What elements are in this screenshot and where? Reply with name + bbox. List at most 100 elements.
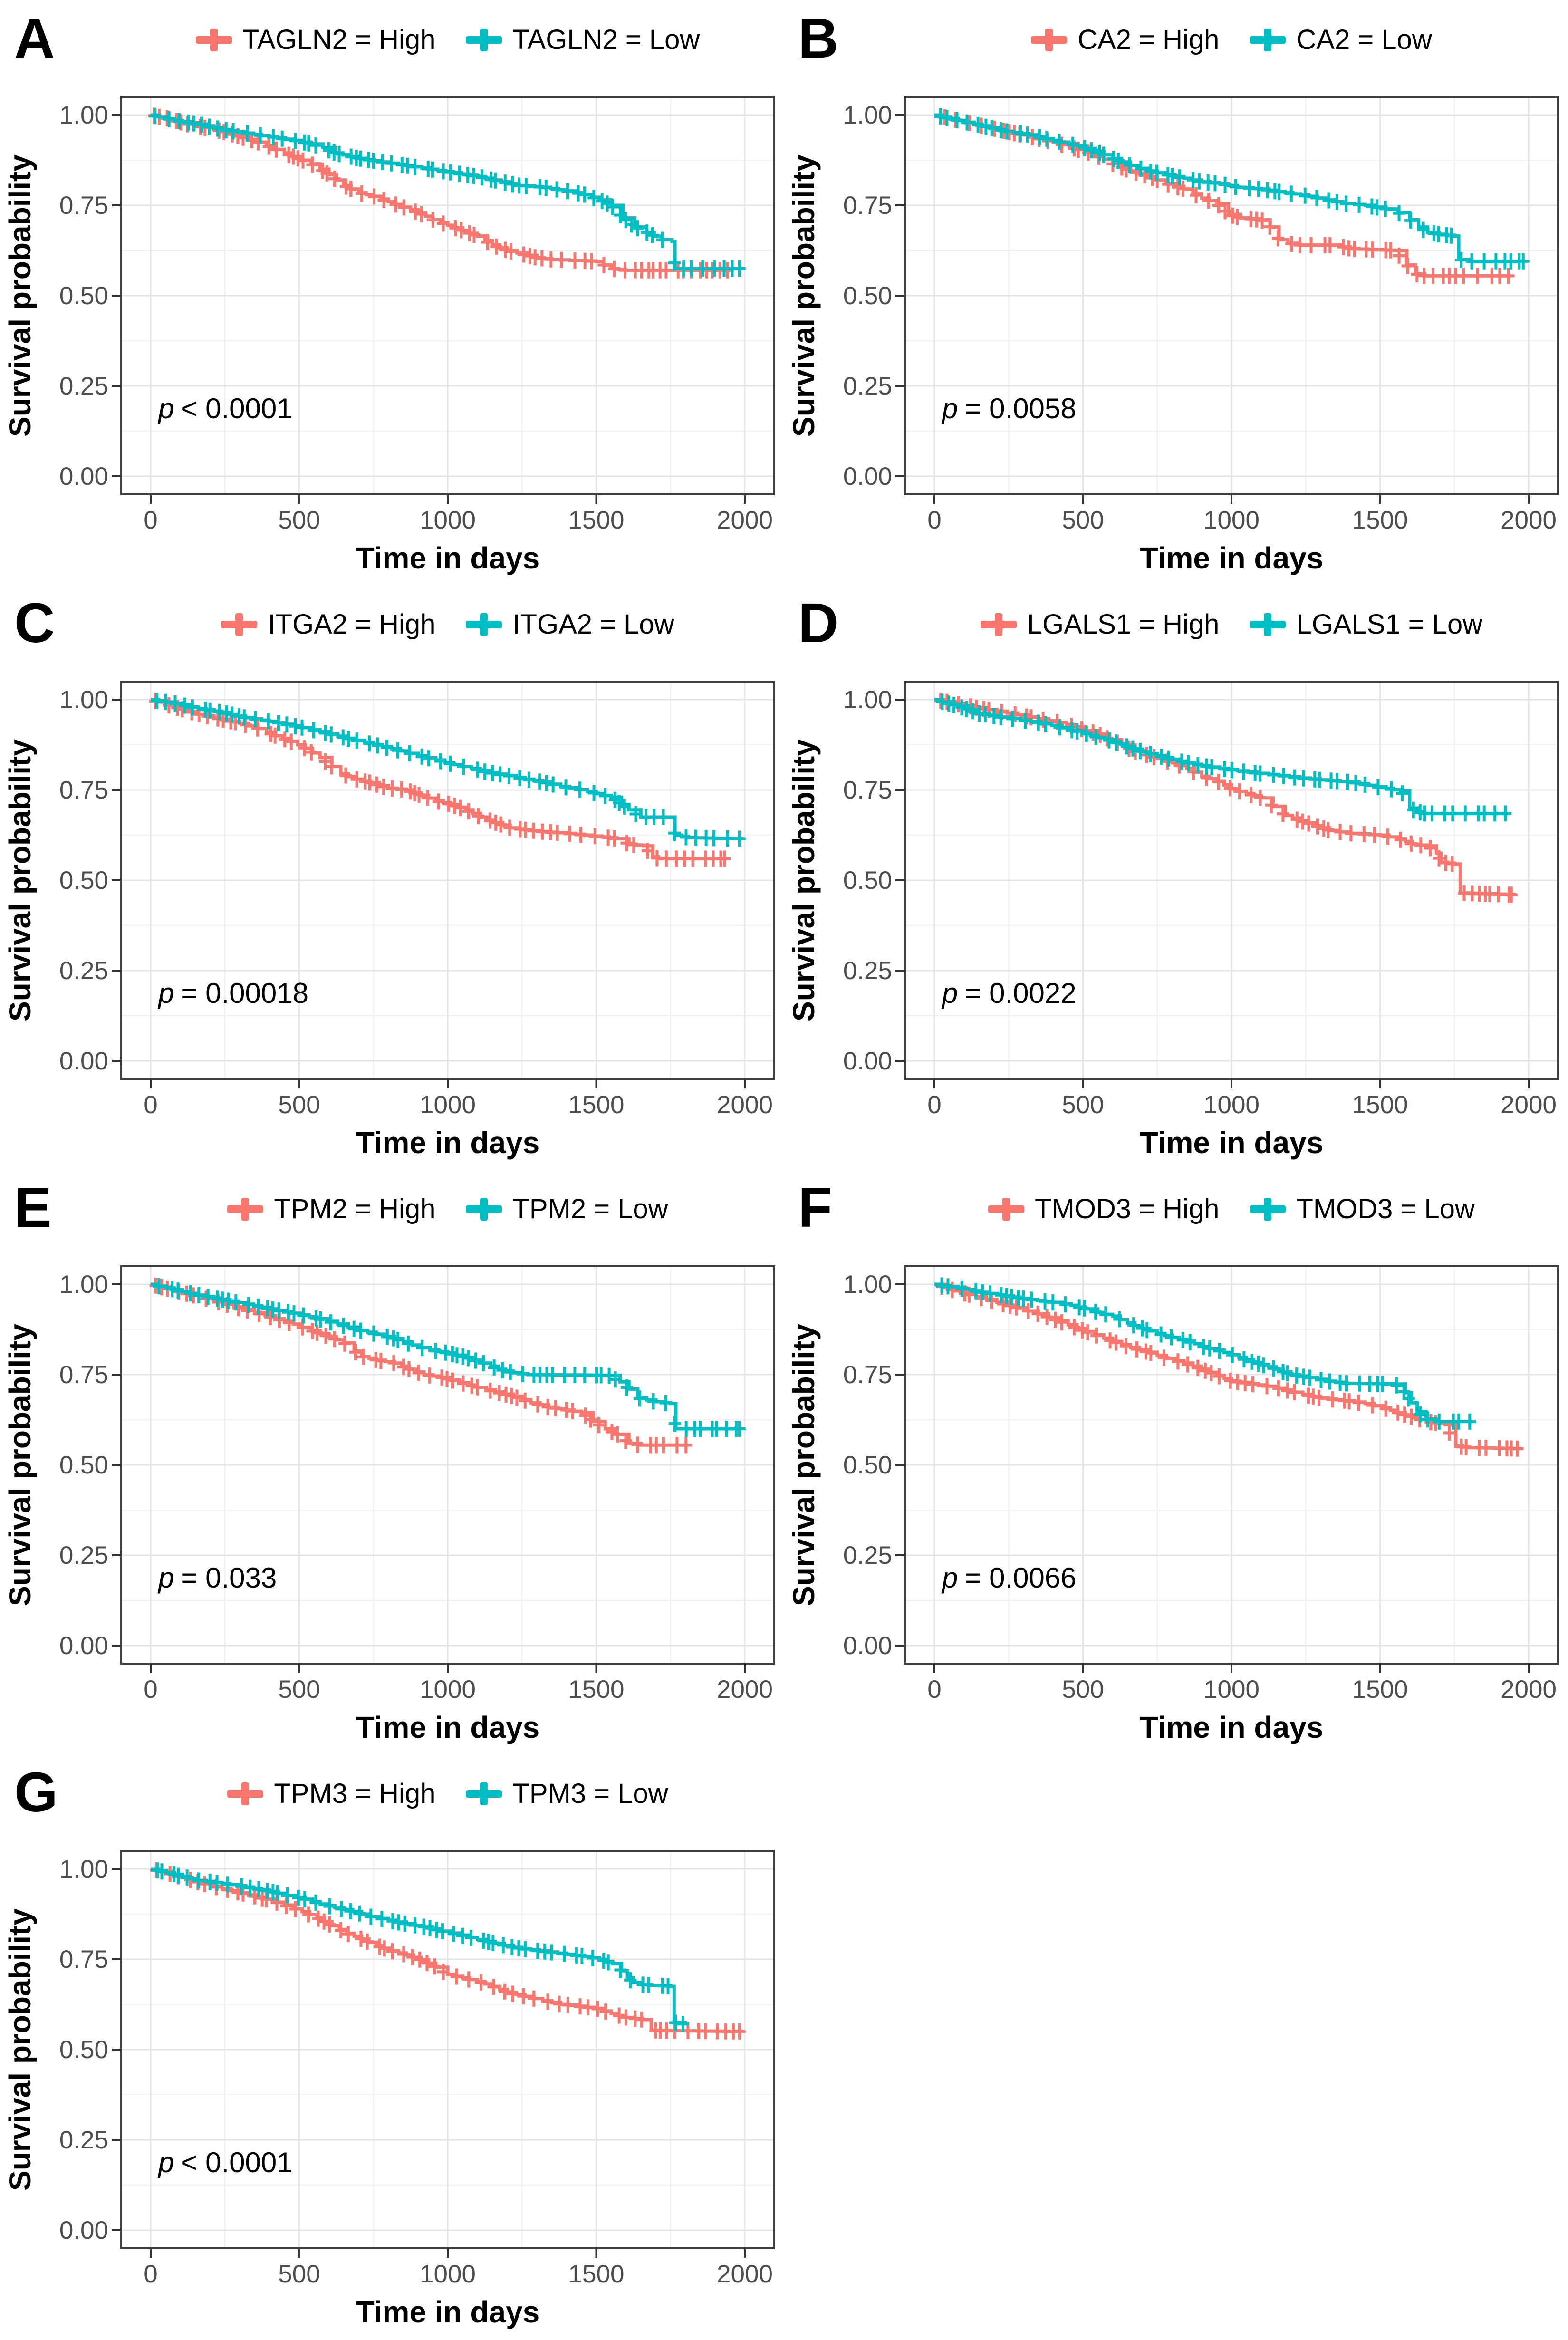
p-value-number: = 0.00018 [181, 977, 308, 1009]
x-axis-title: Time in days [356, 2295, 540, 2329]
p-value: p < 0.0001 [157, 2147, 293, 2178]
legend-label-low: TMOD3 = Low [1296, 1194, 1475, 1224]
censor-marks-low [151, 693, 746, 847]
x-tick-label: 2000 [1501, 506, 1557, 534]
panel-label-G: G [14, 1761, 58, 1824]
y-tick-label: 0.25 [843, 1541, 892, 1570]
y-tick-label: 0.00 [843, 1047, 892, 1075]
survival-curves [149, 1277, 746, 1454]
legend-item-high: ITGA2 = High [221, 608, 435, 640]
y-tick-label: 1.00 [59, 1855, 108, 1883]
x-tick-label: 500 [1062, 1091, 1104, 1119]
legend-A: TAGLN2 = High TAGLN2 = Low [121, 24, 774, 56]
km-plot-svg-G: 0 500 1000 1500 2000 1.00 0.75 0.50 0.25 0.00 Time… [0, 1754, 784, 2339]
x-tick-label: 1500 [1352, 506, 1408, 534]
y-tick-label: 0.25 [843, 957, 892, 985]
panel-G: 0 500 1000 1500 2000 1.00 0.75 0.50 0.25 0.00 Time… [0, 1754, 784, 2340]
y-tick-label: 0.50 [59, 282, 108, 310]
x-tick-label: 0 [144, 2260, 157, 2288]
survival-curves [150, 1862, 746, 2040]
legend-item-low: CA2 = Low [1250, 24, 1432, 56]
y-axis-title: Survival probability [787, 1324, 821, 1606]
y-tick-label: 0.75 [59, 776, 108, 804]
survival-curves [934, 1277, 1524, 1457]
y-tick-label: 0.50 [59, 2036, 108, 2064]
legend-label-low: LGALS1 = Low [1296, 609, 1483, 640]
x-tick-label: 1000 [420, 2260, 476, 2288]
km-plot-svg-C: 0 500 1000 1500 2000 1.00 0.75 0.50 0.25 0.00 Time… [0, 585, 784, 1169]
legend-C: ITGA2 = High ITGA2 = Low [121, 608, 774, 640]
p-value: p = 0.0022 [941, 977, 1077, 1009]
legend-label-high: TPM3 = High [274, 1778, 436, 1809]
y-axis-title: Survival probability [3, 739, 37, 1021]
x-axis-title: Time in days [1140, 1710, 1324, 1744]
y-tick-label: 0.25 [59, 957, 108, 985]
p-value-symbol: p [941, 393, 958, 424]
high-censor-plus-icon [227, 1195, 264, 1223]
y-tick-label: 0.75 [843, 776, 892, 804]
panel-E: 0 500 1000 1500 2000 1.00 0.75 0.50 0.25 0.00 Time… [0, 1169, 784, 1754]
panel-background [0, 1754, 784, 2339]
x-tick-label: 0 [927, 1676, 941, 1704]
legend-B: CA2 = High CA2 = Low [905, 24, 1558, 56]
panel-B: 0 500 1000 1500 2000 1.00 0.75 0.50 0.25 0.00 Time… [784, 0, 1568, 585]
legend-item-high: TPM2 = High [227, 1193, 435, 1225]
x-tick-label: 2000 [1501, 1676, 1557, 1704]
y-tick-label: 0.75 [843, 1361, 892, 1389]
legend-item-high: TMOD3 = High [988, 1193, 1219, 1225]
x-tick-label: 1000 [420, 506, 476, 534]
legend-label-low: ITGA2 = Low [512, 609, 674, 640]
x-tick-label: 2000 [717, 2260, 773, 2288]
p-value: p = 0.0066 [941, 1562, 1077, 1594]
legend-item-high: CA2 = High [1031, 24, 1219, 56]
panel-label-A: A [14, 7, 55, 70]
x-axis-title: Time in days [1140, 1126, 1324, 1160]
panel-label-D: D [798, 592, 839, 655]
p-value-number: = 0.0022 [964, 977, 1076, 1009]
km-plot-svg-F: 0 500 1000 1500 2000 1.00 0.75 0.50 0.25 0.00 Time… [784, 1169, 1568, 1754]
plot-area [905, 97, 1558, 494]
p-value: p = 0.00018 [157, 977, 308, 1009]
y-axis-title: Survival probability [787, 739, 821, 1021]
p-value-number: < 0.0001 [181, 393, 292, 424]
x-tick-label: 1500 [568, 1676, 625, 1704]
legend-F: TMOD3 = High TMOD3 = Low [905, 1193, 1558, 1225]
legend-label-high: LGALS1 = High [1027, 609, 1220, 640]
legend-label-low: TPM3 = Low [512, 1778, 668, 1809]
p-value-symbol: p [941, 1562, 958, 1594]
x-tick-label: 500 [1062, 506, 1104, 534]
x-tick-label: 1000 [420, 1676, 476, 1704]
x-tick-label: 500 [278, 506, 320, 534]
y-tick-label: 0.50 [59, 1451, 108, 1479]
panel-background [0, 585, 784, 1169]
x-tick-label: 1500 [1352, 1091, 1408, 1119]
p-value: p = 0.033 [157, 1562, 277, 1594]
panel-background [0, 1169, 784, 1754]
low-censor-plus-icon [466, 611, 502, 638]
p-value-symbol: p [157, 1562, 174, 1594]
x-tick-label: 1000 [1203, 1091, 1260, 1119]
y-tick-label: 0.00 [59, 2216, 108, 2244]
x-tick-label: 0 [144, 1676, 157, 1704]
x-tick-label: 500 [278, 2260, 320, 2288]
legend-label-high: ITGA2 = High [268, 609, 436, 640]
plot-area [121, 682, 774, 1079]
legend-G: TPM3 = High TPM3 = Low [121, 1778, 774, 1810]
survival-curves [934, 693, 1518, 903]
x-axis-title: Time in days [356, 1126, 540, 1160]
p-value: p = 0.0058 [941, 393, 1077, 424]
p-value-symbol: p [157, 393, 174, 424]
panel-background [784, 1169, 1568, 1754]
panel-F: 0 500 1000 1500 2000 1.00 0.75 0.50 0.25 0.00 Time… [784, 1169, 1568, 1754]
y-tick-label: 1.00 [843, 1271, 892, 1299]
legend-label-high: CA2 = High [1077, 24, 1220, 55]
legend-label-high: TMOD3 = High [1035, 1194, 1220, 1224]
panel-background [0, 0, 784, 585]
censor-marks-low [934, 108, 1530, 270]
legend-label-low: CA2 = Low [1296, 24, 1432, 55]
x-axis-title: Time in days [356, 1710, 540, 1744]
y-axis-title: Survival probability [3, 154, 37, 437]
survival-curves [934, 108, 1530, 284]
y-tick-label: 0.75 [59, 1361, 108, 1389]
